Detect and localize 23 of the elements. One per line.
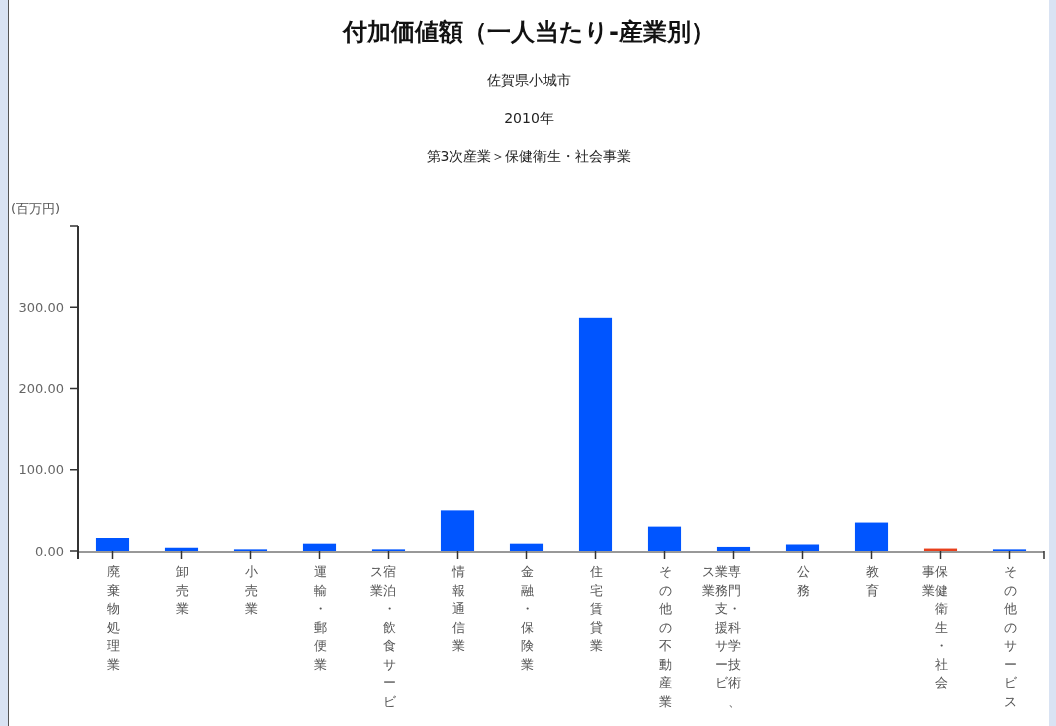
y-tick-label: 200.00 [18,381,64,396]
text: 2010年 [503,110,555,128]
y-tick-label: 300.00 [18,299,64,315]
chart-title: 付加価値額（一人当たり-産業別） [341,17,716,48]
category-label: 専門・科学技術、業務支援サービス業 [701,564,741,709]
x-tick-label: 金融・保険業 [519,563,534,674]
x-tick-label: 運輸・郵便業 [312,563,327,674]
y-tick-label: 0.00 [35,543,64,559]
x-tick-label: 公務 [795,563,810,600]
x-tick-label: その他の不動産業 [657,563,672,711]
category-label: 宿泊・飲食サービス業 [369,564,396,709]
category-label: 保健衛生・社会事業 [921,564,948,690]
y-axis-title: (百万円) [11,200,61,218]
text: 第3次産業＞保健衛生・社会事業 [425,148,633,166]
x-tick-label: 廃棄物処理業 [105,563,120,674]
chart-subtitle: 佐賀県小城市 [486,72,572,90]
y-tick-label: 100.00 [18,462,64,478]
x-tick-label: 住宅賃貸業 [588,563,603,655]
x-tick-label: 小売業 [243,563,258,618]
x-tick-label: 教育 [864,563,879,600]
x-tick-label: その他のサービス [1002,563,1017,711]
x-tick-label: 情報通信業 [450,563,465,655]
x-tick-label: 卸売業 [174,563,189,618]
